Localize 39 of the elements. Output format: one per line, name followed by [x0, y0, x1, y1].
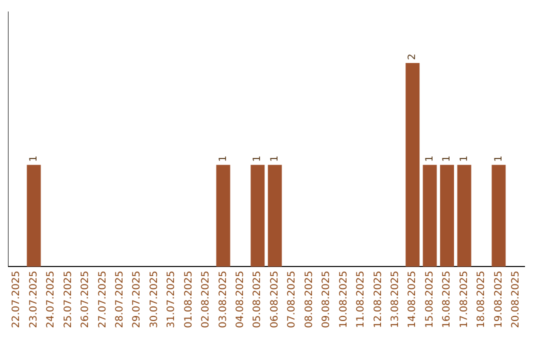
x-tick-label: 25.07.2025	[62, 270, 74, 328]
data-label: 1	[218, 155, 229, 162]
x-tick-label: 17.08.2025	[458, 270, 470, 328]
x-tick-label: 11.08.2025	[356, 270, 367, 328]
x-tick-label: 30.07.2025	[148, 270, 160, 328]
x-tick-label: 08.08.2025	[304, 270, 315, 328]
x-tick-label: 22.07.2025	[11, 270, 22, 328]
x-tick-label: 24.07.2025	[46, 270, 57, 328]
data-label: 1	[269, 155, 280, 162]
x-tick-label: 19.08.2025	[493, 270, 504, 328]
x-tick-label: 28.07.2025	[114, 270, 126, 328]
x-tick-label: 02.08.2025	[200, 270, 212, 328]
x-tick-label: 15.08.2025	[424, 270, 436, 328]
data-label: 1	[458, 155, 470, 162]
x-tick-label: 03.08.2025	[218, 270, 229, 328]
x-tick-label: 14.08.2025	[407, 270, 418, 328]
data-label: 1	[493, 155, 504, 162]
x-tick-label: 07.08.2025	[286, 270, 298, 328]
data-label: 1	[424, 155, 436, 162]
x-tick-label: 12.08.2025	[372, 270, 384, 328]
data-label: 1	[442, 155, 453, 162]
x-tick-label: 09.08.2025	[321, 270, 332, 328]
x-tick-label: 31.07.2025	[166, 270, 178, 328]
x-tick-label: 06.08.2025	[269, 270, 280, 328]
x-tick-label: 27.07.2025	[97, 270, 108, 328]
x-tick-label: 16.08.2025	[442, 270, 453, 328]
x-tick-label: 29.07.2025	[132, 270, 143, 328]
data-label: 2	[407, 54, 418, 60]
data-label: 1	[28, 155, 40, 162]
x-tick-label: 18.08.2025	[476, 270, 488, 328]
x-tick-label: 01.08.2025	[183, 270, 194, 328]
x-tick-label: 10.08.2025	[338, 270, 350, 328]
x-tick-label: 26.07.2025	[80, 270, 92, 328]
x-tick-label: 20.08.2025	[510, 270, 522, 328]
x-tick-label: 23.07.2025	[28, 270, 40, 328]
x-tick-label: 05.08.2025	[252, 270, 264, 328]
x-tick-label: 04.08.2025	[235, 270, 246, 328]
x-tick-label: 13.08.2025	[390, 270, 401, 328]
data-label: 1	[252, 155, 264, 162]
